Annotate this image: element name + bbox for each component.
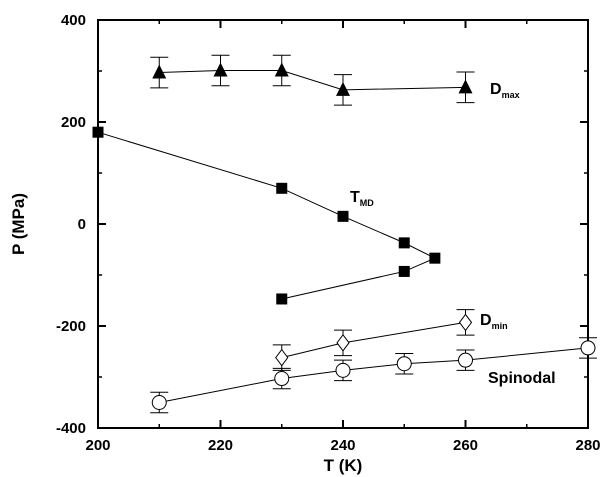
label-spinodal: Spinodal — [488, 370, 556, 387]
x-tick-label: 200 — [85, 437, 110, 454]
data-point-dmax — [458, 79, 473, 94]
y-tick-label: -400 — [56, 420, 86, 437]
label-dmax: Dmax — [490, 81, 520, 100]
series-line-dmax — [159, 69, 466, 91]
label-tmd-main: T — [350, 189, 360, 206]
data-point-spinodal — [396, 356, 412, 372]
label-dmax-main: D — [490, 81, 502, 98]
series-line-dmin — [281, 321, 466, 359]
data-point-tmd — [92, 126, 104, 138]
data-point-spinodal — [580, 340, 596, 356]
x-tick-label: 280 — [575, 437, 600, 454]
label-tmd-sub: MD — [360, 198, 374, 208]
label-spinodal-main: Spinodal — [488, 370, 556, 387]
data-point-spinodal — [274, 371, 290, 387]
axis-ticks: 200 220 240 260 280 400 200 0 -200 -400 — [56, 12, 601, 454]
label-dmin-main: D — [480, 312, 492, 329]
y-tick-label: 400 — [61, 12, 86, 29]
series-spinodal — [150, 337, 597, 414]
data-point-tmd — [398, 265, 410, 277]
series-line-tmd — [97, 131, 437, 300]
y-tick-label: -200 — [56, 318, 86, 335]
series-dmax — [150, 54, 475, 106]
y-tick-label: 0 — [78, 216, 86, 233]
x-axis-label: T (K) — [324, 456, 363, 475]
data-point-tmd — [337, 210, 349, 222]
data-point-dmax — [274, 62, 289, 77]
label-dmax-sub: max — [502, 90, 520, 100]
data-point-dmin — [275, 348, 289, 367]
label-tmd: TMD — [350, 189, 374, 208]
data-point-tmd — [429, 252, 441, 264]
data-point-spinodal — [151, 395, 167, 410]
label-dmin-sub: min — [492, 321, 508, 331]
data-point-tmd — [398, 237, 410, 249]
data-point-spinodal — [458, 352, 473, 368]
x-tick-label: 240 — [330, 437, 355, 454]
x-tick-label: 220 — [208, 437, 233, 454]
y-axis-label: P (MPa) — [9, 193, 28, 255]
data-point-spinodal — [335, 362, 351, 378]
x-tick-label: 260 — [453, 437, 478, 454]
label-dmin: Dmin — [480, 312, 508, 331]
data-point-tmd — [276, 182, 288, 194]
data-point-dmin — [336, 333, 350, 352]
series-layer — [92, 54, 597, 414]
y-tick-label: 200 — [61, 114, 86, 131]
series-line-spinodal — [159, 347, 589, 403]
series-tmd — [92, 126, 441, 305]
series-dmin — [272, 309, 475, 371]
data-point-dmax — [213, 62, 228, 77]
data-point-dmax — [152, 64, 167, 79]
data-point-dmin — [458, 313, 473, 332]
data-point-tmd — [276, 293, 288, 305]
data-point-dmax — [336, 81, 350, 96]
